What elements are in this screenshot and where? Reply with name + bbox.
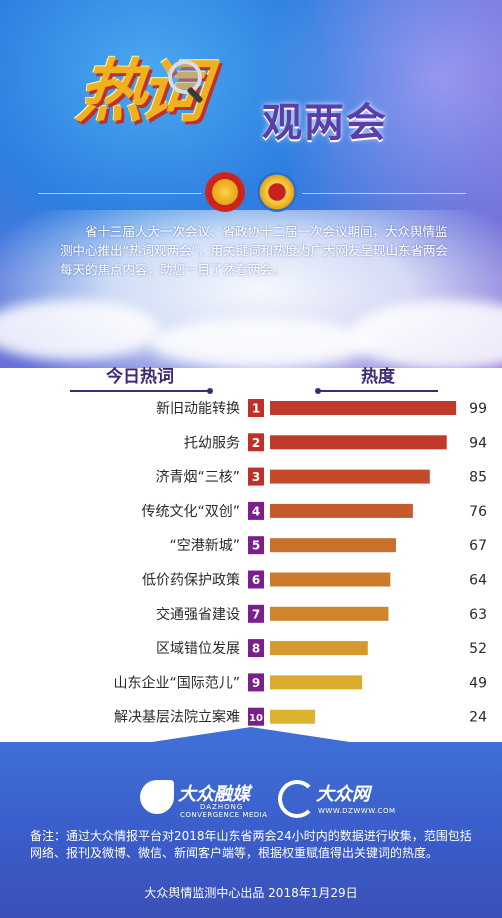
cloud-shape [0, 300, 160, 360]
column-header-words: 今日热词 [70, 362, 213, 394]
header-underline-dot [315, 388, 321, 394]
dazhong-media-logo-name: 大众融媒 [178, 784, 250, 805]
header-banner: 热词 观两会 省十三届人大一次会议、省政协十二届一次会议期间，大众舆情监测中心推… [0, 0, 502, 368]
heat-bar [270, 572, 391, 587]
rank-badge [248, 604, 264, 623]
rank-badge [248, 433, 264, 452]
rank-number: 2 [252, 436, 260, 450]
keyword-label: 托幼服务 [184, 435, 240, 451]
dazhong-media-logo-en: DAZHONG [200, 803, 244, 811]
keyword-label: 济青烟“三核” [155, 470, 240, 486]
heat-value: 99 [469, 401, 487, 417]
magnifier-icon [168, 60, 202, 94]
cloud-shape [350, 300, 502, 368]
rank-badge [248, 639, 264, 658]
rank-badge [248, 399, 264, 417]
heat-bar [270, 709, 316, 724]
dzwww-logo-icon [278, 780, 316, 818]
heat-bar [270, 606, 389, 621]
heat-value: 63 [469, 607, 487, 623]
keyword-label: 新旧动能转换 [156, 400, 240, 417]
column-header-heat-label: 热度 [361, 367, 395, 387]
rank-number: 4 [252, 504, 260, 518]
hot-words-chart: 今日热词 热度 新旧动能转换 1 99 托幼服务 2 94 济青烟“三核” 3 85 传统文化“双… [0, 362, 502, 752]
dzwww-logo: 大众网 WWW.DZWWW.COM [278, 778, 395, 822]
keyword-label: 交通强省建设 [156, 606, 240, 623]
rank-badge [248, 673, 264, 692]
cppcc-emblem-icon [257, 172, 297, 212]
keyword-label: 解决基层法院立案难 [114, 709, 240, 726]
header-underline [318, 390, 438, 392]
rank-number: 6 [252, 573, 260, 587]
column-header-words-label: 今日热词 [106, 367, 174, 387]
rank-number: 8 [252, 642, 260, 656]
heat-value: 85 [469, 470, 487, 486]
rank-number: 1 [252, 402, 260, 416]
logo-row: 大众融媒 DAZHONG CONVERGENCE MEDIA 大众网 WWW.D… [0, 778, 502, 826]
dzwww-logo-name: 大众网 [316, 784, 370, 805]
header-underline-dot [207, 388, 213, 394]
heat-bar [270, 641, 368, 656]
heat-bar [270, 469, 430, 484]
rank-badge [248, 501, 264, 520]
dazhong-media-logo-en-sub: CONVERGENCE MEDIA [180, 811, 268, 819]
header-underline [70, 390, 210, 392]
title-two-sessions: 观两会 [262, 100, 388, 146]
heat-value: 49 [469, 675, 487, 691]
heat-bar [270, 503, 413, 518]
keyword-label: 低价药保护政策 [142, 572, 240, 589]
intro-paragraph: 省十三届人大一次会议、省政协十二届一次会议期间，大众舆情监测中心推出“热词观两会… [60, 224, 448, 277]
dzwww-logo-url: WWW.DZWWW.COM [318, 807, 396, 815]
rank-badge [248, 536, 264, 555]
rank-number: 10 [249, 713, 263, 724]
dazhong-media-logo: 大众融媒 DAZHONG CONVERGENCE MEDIA [140, 778, 270, 822]
heat-value: 94 [469, 435, 487, 451]
divider-line [302, 193, 466, 194]
cloud-shape [150, 318, 370, 368]
rank-number: 3 [252, 470, 260, 484]
credit-line: 大众舆情监测中心出品 2018年1月29日 [144, 886, 358, 900]
keyword-label: 区域错位发展 [156, 641, 240, 657]
keyword-label: 山东企业“国际范儿” [113, 674, 240, 691]
heat-value: 67 [469, 538, 487, 554]
heat-value: 76 [469, 504, 487, 520]
rank-number: 9 [252, 676, 260, 690]
heat-value: 64 [469, 573, 487, 589]
column-header-heat: 热度 [315, 362, 438, 394]
dazhong-media-logo-icon [140, 780, 174, 814]
heat-bar [270, 435, 447, 450]
heat-value: 52 [469, 641, 487, 657]
national-emblem-icon [205, 172, 245, 212]
heat-bar [270, 538, 396, 553]
heat-value: 24 [469, 710, 487, 726]
footer-panel [0, 742, 502, 918]
rank-badge [248, 707, 264, 726]
heat-bar [270, 675, 363, 690]
rank-badge [248, 467, 264, 486]
divider-line [38, 193, 202, 194]
rank-number: 5 [252, 539, 260, 553]
rank-badge [248, 570, 264, 589]
keyword-label: 传统文化“双创” [141, 504, 240, 520]
heat-bar [270, 401, 457, 415]
keyword-label: “空港新城” [169, 538, 240, 554]
rank-number: 7 [252, 607, 260, 621]
footnote: 备注：通过大众情报平台对2018年山东省两会24小时内的数据进行收集，范围包括网… [30, 829, 472, 860]
